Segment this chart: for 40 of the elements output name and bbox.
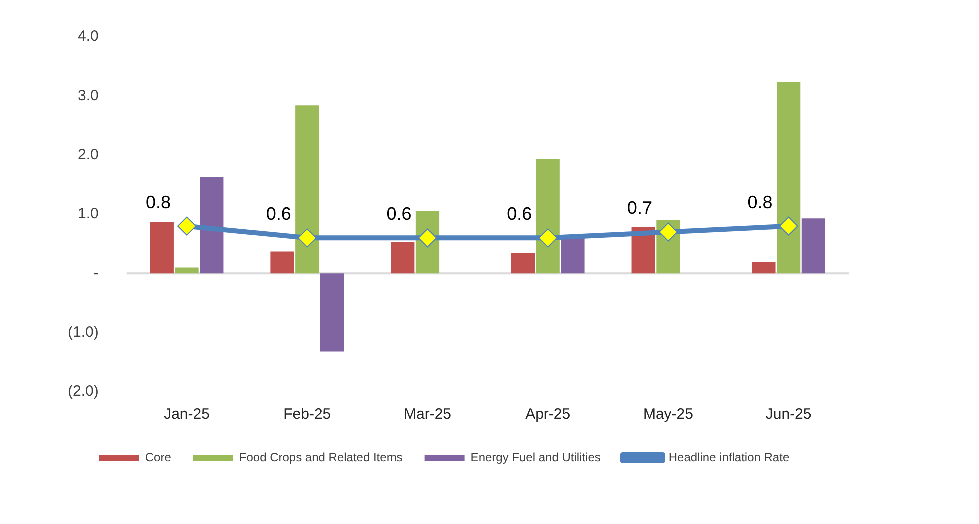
data-label: 0.6	[386, 204, 412, 224]
data-label: 0.6	[507, 204, 532, 224]
x-tick-label: Mar-25	[404, 406, 452, 424]
y-tick-label: 3.0	[78, 87, 99, 104]
bar	[752, 262, 776, 274]
bar	[150, 222, 174, 274]
bar	[511, 252, 536, 274]
data-label: 0.8	[146, 192, 172, 212]
y-tick-label: 4.0	[78, 28, 99, 46]
legend-label: Energy Fuel and Utilities	[470, 450, 601, 464]
x-tick-label: Jan-25	[164, 406, 210, 424]
point	[658, 222, 678, 242]
bar	[320, 274, 344, 352]
y-tick-label: -	[94, 264, 99, 282]
y-tick-label: 1.0	[78, 206, 99, 223]
legend-label: Core	[145, 450, 172, 464]
bar	[536, 159, 560, 274]
data-label: 0.7	[627, 198, 652, 218]
point	[298, 228, 317, 248]
x-tick-label: Apr-25	[526, 406, 571, 424]
x-tick-label: Jun-25	[766, 406, 812, 424]
point	[538, 228, 558, 248]
bar	[802, 218, 826, 274]
data-label: 0.6	[266, 204, 292, 224]
x-tick-label: May-25	[643, 406, 694, 424]
bar	[175, 268, 199, 274]
bar	[296, 106, 320, 274]
bar	[270, 252, 294, 274]
legend-label: Headline inflation Rate	[668, 450, 790, 464]
y-tick-label: 2.0	[78, 146, 99, 164]
legend-label: Food Crops and Related Items	[239, 450, 403, 464]
bar	[777, 82, 801, 274]
bar	[200, 177, 224, 274]
y-tick-label: (2.0)	[68, 383, 99, 400]
x-tick-label: Feb-25	[284, 406, 332, 424]
point	[178, 216, 197, 236]
point	[779, 216, 798, 236]
y-tick-label: (1.0)	[68, 324, 99, 341]
bar	[391, 242, 415, 274]
data-label: 0.8	[748, 192, 773, 212]
